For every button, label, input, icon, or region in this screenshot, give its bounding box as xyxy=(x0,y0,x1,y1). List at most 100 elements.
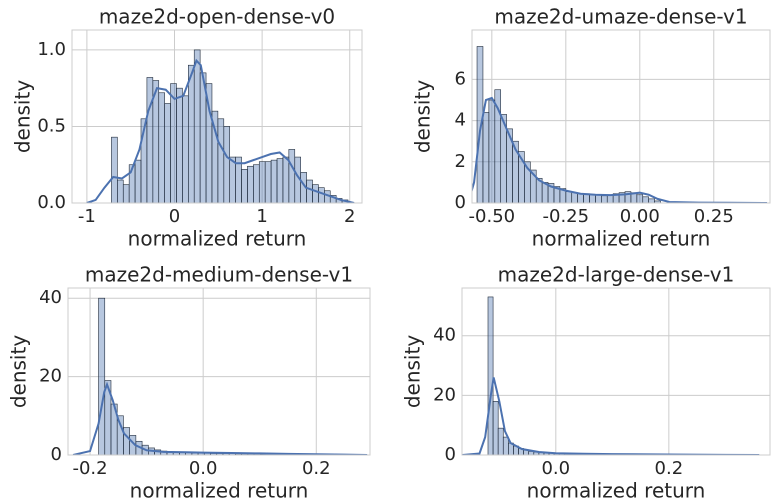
y-tick-label: 4 xyxy=(455,110,466,131)
axes-frame xyxy=(471,29,771,204)
subplot: -0.2 0.0 0.2 0 20 40 maze2d-medium-dense-v1 nor… xyxy=(7,263,371,500)
x-tick-label: 0.0 xyxy=(541,458,570,479)
subplot-title: maze2d-umaze-dense-v1 xyxy=(494,5,747,29)
histogram-bar xyxy=(182,95,189,203)
y-tick-label: 0.0 xyxy=(37,192,66,213)
kde-line xyxy=(86,58,355,203)
histogram-bar xyxy=(193,49,201,203)
histogram-bar xyxy=(595,194,602,203)
histogram-bar xyxy=(217,118,225,203)
histogram-bar xyxy=(571,192,578,203)
y-tick-label: 0 xyxy=(455,192,466,213)
x-axis-label: normalized return xyxy=(128,227,307,251)
subplot-title: maze2d-open-dense-v0 xyxy=(99,5,335,29)
x-tick-label: -1 xyxy=(78,206,96,227)
histogram-bar xyxy=(487,296,494,455)
histogram-bar xyxy=(188,64,195,203)
subplot: 0.0 0.2 0 20 40 maze2d-large-dense-v1 normaliz… xyxy=(401,263,771,500)
histogram-bar xyxy=(98,297,106,455)
axes-background xyxy=(68,288,370,455)
subplot: -1 0 1 2 0.0 0.5 1.0 maze2d-open-dense-v0 normal… xyxy=(11,5,363,251)
x-tick-label: 0 xyxy=(169,206,180,227)
histogram-bar xyxy=(312,184,319,203)
y-axis-label: density xyxy=(401,335,425,408)
histogram-bar xyxy=(223,126,231,203)
histogram-bar xyxy=(176,87,183,203)
x-tick-label: 2 xyxy=(344,206,355,227)
histogram-bar xyxy=(589,194,596,203)
histogram-bar xyxy=(497,427,504,455)
histogram-bar xyxy=(642,196,649,203)
y-tick-label: 0 xyxy=(445,444,456,465)
y-tick-label: 6 xyxy=(455,68,466,89)
kde-line xyxy=(462,377,760,455)
axes-background xyxy=(72,30,362,203)
histogram-bar xyxy=(264,161,272,203)
histogram-bar xyxy=(229,156,236,203)
histogram-bar xyxy=(306,179,313,203)
y-tick-label: 1.0 xyxy=(37,39,66,60)
x-tick-label: -0.2 xyxy=(72,458,107,479)
y-tick-label: 40 xyxy=(39,287,62,308)
x-tick-label: -0.25 xyxy=(543,206,590,227)
axes-background xyxy=(472,30,770,203)
histogram-bar xyxy=(648,198,655,203)
histogram-bar xyxy=(565,191,573,203)
y-axis-label: density xyxy=(411,80,435,153)
histogram-bar xyxy=(492,401,499,455)
y-axis-label: density xyxy=(11,80,35,153)
histogram-bar xyxy=(170,83,177,203)
histogram-bar xyxy=(636,194,644,203)
histogram-bar xyxy=(164,103,171,203)
x-tick-label: 1 xyxy=(256,206,267,227)
y-axis-label: density xyxy=(7,335,31,408)
y-tick-label: 20 xyxy=(39,366,62,387)
y-tick-label: 0.5 xyxy=(37,115,66,136)
histogram-bar xyxy=(123,427,130,455)
subplot: -0.50 -0.25 0.00 0.25 0 2 4 6 maze2d-umaze-dense… xyxy=(411,5,771,251)
histogram-bar xyxy=(577,193,584,203)
x-axis-label: normalized return xyxy=(532,227,711,251)
histogram-bar xyxy=(111,136,118,203)
subplot-title: maze2d-large-dense-v1 xyxy=(498,263,735,287)
plot-area xyxy=(472,46,768,203)
histogram-bar xyxy=(146,77,154,203)
subplot-title: maze2d-medium-dense-v1 xyxy=(85,263,353,287)
histogram-bar xyxy=(288,149,296,203)
x-tick-label: 0.00 xyxy=(620,206,660,227)
y-tick-label: 40 xyxy=(433,325,456,346)
histogram-bar xyxy=(276,158,284,203)
kde-line xyxy=(72,381,368,455)
kde-line xyxy=(472,96,768,203)
x-axis-label: normalized return xyxy=(527,479,706,500)
histogram-bar xyxy=(282,156,290,203)
x-tick-label: 0.0 xyxy=(189,458,218,479)
x-tick-label: -0.50 xyxy=(469,206,516,227)
histogram-bar xyxy=(247,165,254,203)
x-tick-label: 0.25 xyxy=(694,206,734,227)
y-tick-label: 2 xyxy=(455,151,466,172)
histogram-bar xyxy=(158,92,165,203)
histogram-bar xyxy=(482,112,490,203)
histogram-bar xyxy=(258,161,266,203)
histogram-bar xyxy=(488,99,496,203)
y-tick-label: 0 xyxy=(51,444,62,465)
histogram-bar xyxy=(601,195,608,203)
histogram-bar xyxy=(122,184,130,203)
histogram-bar xyxy=(318,187,325,203)
histogram-bar xyxy=(270,159,278,203)
axes-background xyxy=(462,288,770,455)
histogram-bar xyxy=(253,164,260,203)
y-tick-label: 20 xyxy=(433,384,456,405)
axes-frame xyxy=(71,29,363,204)
histogram-bar xyxy=(241,169,248,203)
x-axis-label: normalized return xyxy=(130,479,309,500)
histogram-bar xyxy=(502,436,509,455)
histogram-bar xyxy=(134,159,142,203)
histogram-bar xyxy=(117,179,124,203)
plot-area xyxy=(86,49,355,203)
x-tick-label: 0.2 xyxy=(655,458,684,479)
axes-frame xyxy=(67,287,371,456)
x-tick-label: 0.2 xyxy=(302,458,331,479)
